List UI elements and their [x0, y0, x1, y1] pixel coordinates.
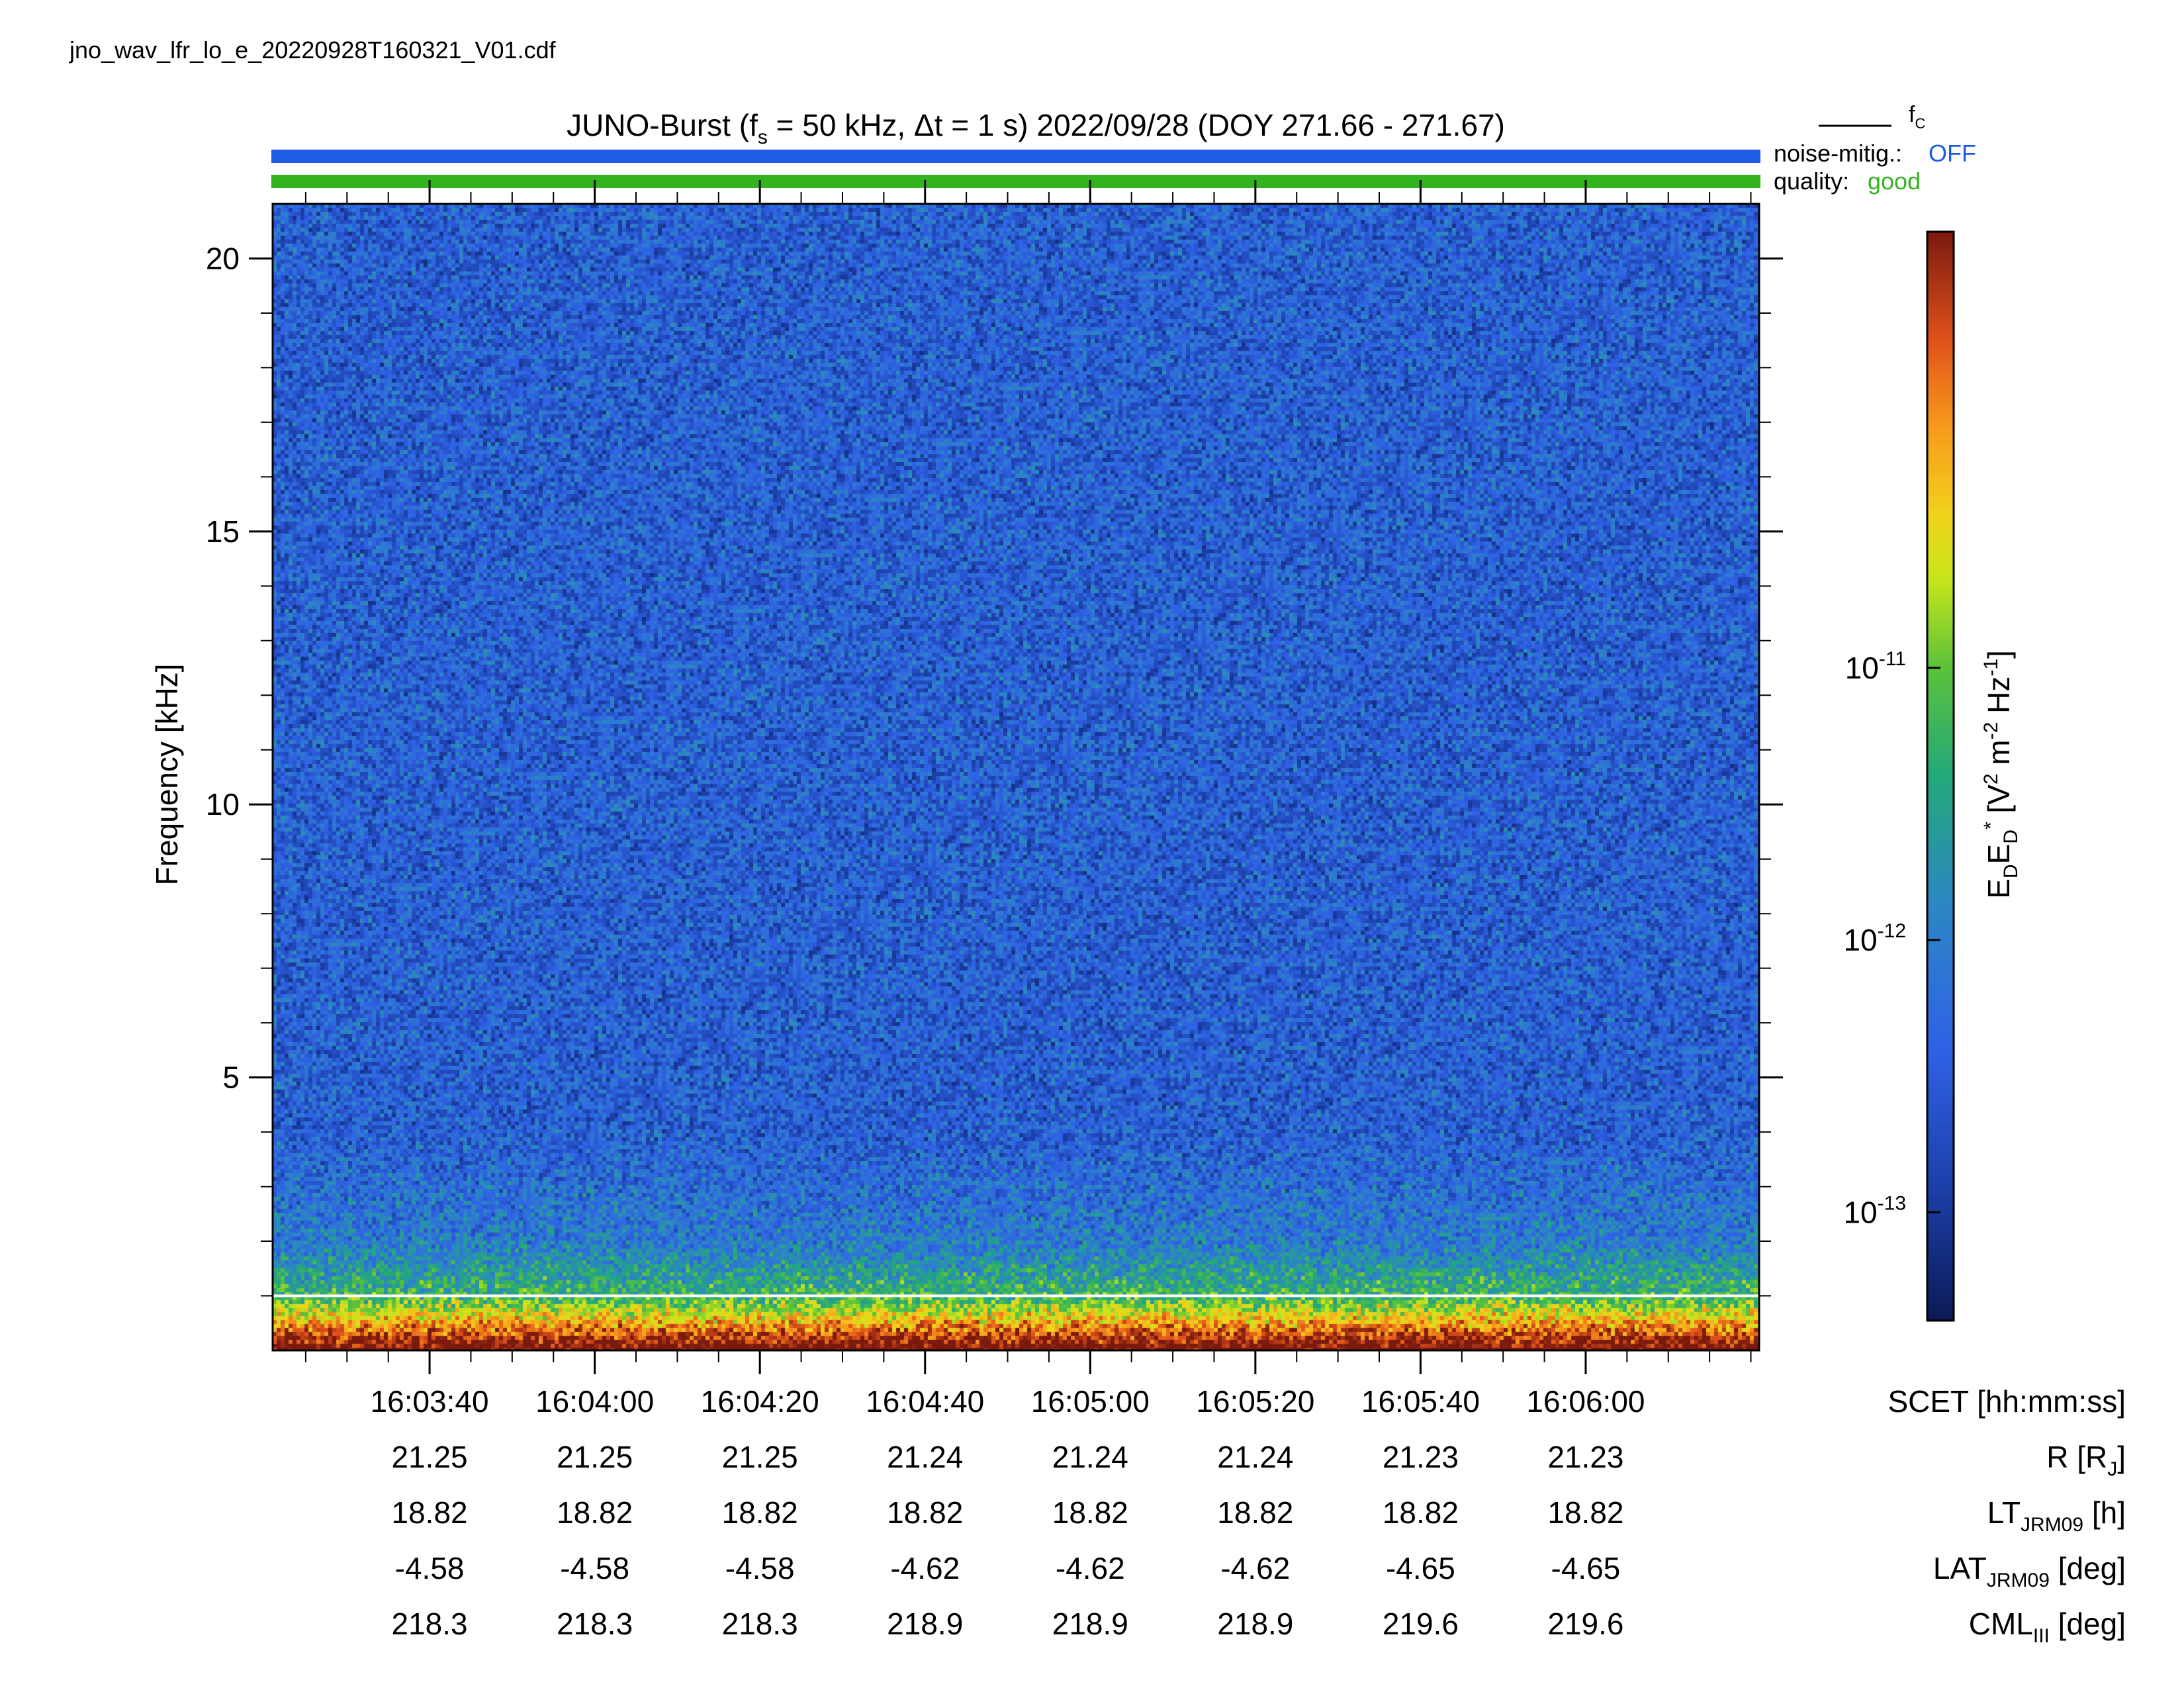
plot-title: JUNO-Burst (fs = 50 kHz, Δt = 1 s) 2022/…	[567, 108, 1505, 148]
ephemeris-value: 218.3	[557, 1607, 633, 1641]
spectrogram-image	[273, 204, 1759, 1350]
y-tick-label: 10	[206, 787, 240, 821]
x-tick-label: 16:03:40	[371, 1384, 489, 1419]
y-tick-label: 5	[222, 1060, 240, 1095]
ephemeris-row-label: R [RJ]	[2046, 1440, 2126, 1480]
ephemeris-table: 21.25 21.25 21.25 21.24 21.24 21.24 21.23 21.23…	[392, 1440, 2126, 1647]
spectrogram-axes: 5 10 15 20	[206, 180, 1783, 1374]
x-tick-label: 16:04:00	[535, 1384, 654, 1419]
ephemeris-value: -4.65	[1386, 1551, 1455, 1585]
ephemeris-value: 18.82	[1217, 1495, 1293, 1530]
spectrogram-plot-area	[273, 204, 1759, 1350]
ephemeris-value: -4.62	[890, 1551, 960, 1585]
ephemeris-value: 218.3	[722, 1607, 798, 1641]
quality-bar	[271, 175, 1760, 188]
noise-mitig-label: noise-mitig.:	[1774, 140, 1902, 167]
quality-value: good	[1868, 167, 1921, 195]
x-tick-label: 16:04:20	[701, 1384, 819, 1419]
ephemeris-value: -4.58	[560, 1551, 629, 1585]
fc-legend-label: fC	[1909, 102, 1925, 132]
y-tick-label: 20	[206, 241, 240, 275]
y-tick-label: 15	[206, 514, 240, 549]
filename-label: jno_wav_lfr_lo_e_20220928T160321_V01.cdf	[69, 36, 557, 64]
colorbar-label: EDED* [V2 m-2 Hz-1]	[1980, 650, 2022, 899]
colorbar-ticks: 10-13 10-12 10-11	[1843, 648, 1940, 1229]
x-tick-label: 16:05:20	[1196, 1384, 1314, 1419]
ephemeris-value: -4.58	[395, 1551, 465, 1585]
ephemeris-value: 21.23	[1383, 1440, 1459, 1474]
ephemeris-value: -4.65	[1551, 1551, 1621, 1585]
x-tick-label: 16:05:00	[1031, 1384, 1150, 1419]
ephemeris-value: 218.3	[392, 1607, 468, 1641]
y-axis-label: Frequency [kHz]	[150, 664, 184, 886]
scet-row-label: SCET [hh:mm:ss]	[1888, 1384, 2126, 1419]
colorbar	[1926, 230, 1955, 1322]
plot-frame	[271, 203, 1760, 1352]
ephemeris-value: 18.82	[557, 1495, 633, 1530]
time-tick-labels: 16:03:40 16:04:00 16:04:20 16:04:40 16:05:00…	[371, 1384, 1645, 1419]
colorbar-tick-label: 10-13	[1843, 1192, 1906, 1229]
ephemeris-value: -4.62	[1056, 1551, 1125, 1585]
ephemeris-value: 21.24	[887, 1440, 963, 1474]
ephemeris-value: 218.9	[1217, 1607, 1293, 1641]
x-tick-label: 16:04:40	[866, 1384, 984, 1419]
noise-mitig-value: OFF	[1929, 140, 1976, 167]
ephemeris-value: 18.82	[1547, 1495, 1623, 1530]
ephemeris-value: 218.9	[1052, 1607, 1128, 1641]
ephemeris-value: 18.82	[1052, 1495, 1128, 1530]
ephemeris-row-label: LTJRM09 [h]	[1987, 1495, 2126, 1536]
ephemeris-value: 21.23	[1547, 1440, 1623, 1474]
noise-mitigation-bar	[271, 150, 1760, 163]
ephemeris-value: 218.9	[887, 1607, 963, 1641]
ephemeris-row-label: LATJRM09 [deg]	[1933, 1551, 2126, 1591]
x-tick-label: 16:05:40	[1361, 1384, 1480, 1419]
ephemeris-value: 21.25	[722, 1440, 798, 1474]
plot-legend: fC noise-mitig.: OFF quality: good	[1774, 102, 1976, 195]
ephemeris-value: 21.25	[557, 1440, 633, 1474]
ephemeris-value: -4.58	[725, 1551, 795, 1585]
x-tick-label: 16:06:00	[1526, 1384, 1645, 1419]
ephemeris-value: 18.82	[722, 1495, 798, 1530]
ephemeris-value: 18.82	[1383, 1495, 1459, 1530]
ephemeris-value: 219.6	[1383, 1607, 1459, 1641]
ephemeris-value: 21.24	[1052, 1440, 1128, 1474]
colorbar-tick-label: 10-11	[1845, 648, 1906, 685]
ephemeris-value: 21.25	[392, 1440, 468, 1474]
colorbar-tick-label: 10-12	[1843, 920, 1906, 957]
ephemeris-value: 18.82	[887, 1495, 963, 1530]
ephemeris-value: -4.62	[1220, 1551, 1290, 1585]
ephemeris-value: 21.24	[1217, 1440, 1293, 1474]
ephemeris-value: 18.82	[392, 1495, 468, 1530]
ephemeris-value: 219.6	[1547, 1607, 1623, 1641]
ephemeris-row-label: CMLIII [deg]	[1969, 1607, 2126, 1647]
quality-label: quality:	[1774, 167, 1849, 195]
